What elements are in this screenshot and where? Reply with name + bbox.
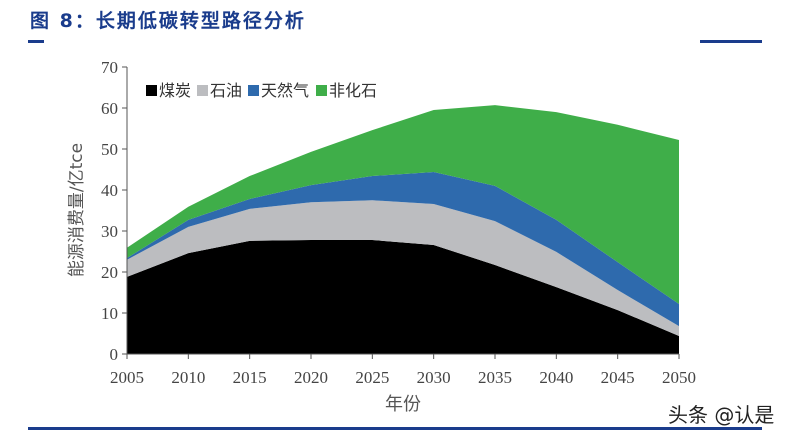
x-tick-label: 2010 [171, 368, 205, 387]
area-石油 [127, 200, 679, 336]
x-tick-label: 2020 [294, 368, 328, 387]
figure-title: 图 8：长期低碳转型路径分析 [30, 10, 306, 32]
area-天然气 [127, 171, 679, 327]
x-tick-label: 2045 [601, 368, 635, 387]
x-tick-label: 2035 [478, 368, 512, 387]
legend-swatch [316, 85, 327, 96]
legend-label: 非化石 [329, 81, 377, 100]
x-tick-label: 2040 [539, 368, 573, 387]
y-axis-label: 能源消费量/亿tce [67, 143, 87, 277]
title-rule-right [700, 40, 762, 43]
x-tick-label: 2015 [233, 368, 267, 387]
x-tick-label: 2050 [662, 368, 696, 387]
footer-rule [28, 427, 762, 430]
watermark: 头条 @认是 [668, 403, 775, 427]
legend-swatch [146, 85, 157, 96]
y-tick-label: 70 [101, 58, 118, 77]
x-tick-label: 2025 [355, 368, 389, 387]
y-tick-label: 0 [110, 345, 119, 364]
y-tick-label: 50 [101, 140, 118, 159]
x-axis-label: 年份 [385, 394, 421, 415]
legend-label: 煤炭 [159, 81, 191, 100]
y-tick-label: 10 [101, 304, 118, 323]
y-tick-label: 60 [101, 99, 118, 118]
title-rule-left [28, 40, 44, 43]
y-tick-label: 30 [101, 222, 118, 241]
x-tick-label: 2005 [110, 368, 144, 387]
y-tick-label: 40 [101, 181, 118, 200]
x-tick-label: 2030 [417, 368, 451, 387]
area-非化石 [127, 105, 679, 304]
legend-label: 石油 [210, 81, 242, 100]
area-煤炭 [127, 240, 679, 354]
legend-swatch [248, 85, 259, 96]
legend-swatch [197, 85, 208, 96]
legend-label: 天然气 [261, 81, 309, 100]
y-tick-label: 20 [101, 263, 118, 282]
